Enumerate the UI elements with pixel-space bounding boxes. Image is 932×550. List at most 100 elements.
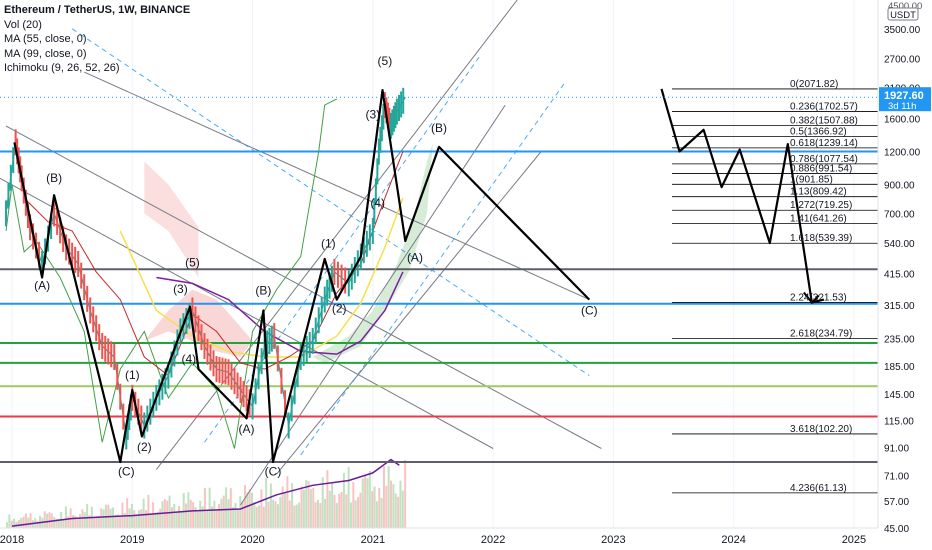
volume-bar <box>55 518 58 528</box>
volume-bar <box>331 482 334 528</box>
wave-label: (4) <box>370 196 385 210</box>
volume-bar <box>246 492 249 528</box>
volume-bar <box>305 479 308 528</box>
volume-bar <box>76 517 79 528</box>
volume-bar <box>276 504 279 528</box>
price-tick-label: 1200.00 <box>884 148 921 159</box>
price-tick-label: 71.00 <box>884 472 909 483</box>
volume-bar <box>284 493 287 528</box>
volume-bar <box>314 502 317 528</box>
volume-bar <box>93 517 96 528</box>
volume-bar <box>319 503 322 528</box>
volume-bar <box>269 483 272 528</box>
volume-bar <box>302 489 305 528</box>
price-tick-label: 315.00 <box>884 301 915 312</box>
volume-bar <box>213 500 216 528</box>
trend-line <box>5 125 602 449</box>
volume-bar <box>126 498 129 528</box>
volume-bar <box>46 513 49 528</box>
volume-bar <box>236 509 239 528</box>
volume-bar <box>83 512 86 528</box>
fib-level-label: 1.618(539.39) <box>790 233 852 244</box>
fib-level-label: 0.382(1507.88) <box>790 115 858 126</box>
volume-bar <box>79 514 82 528</box>
wave-label: (B) <box>431 121 447 135</box>
volume-bar <box>187 492 190 528</box>
fib-level-label: 0(2071.82) <box>790 79 838 90</box>
volume-bar <box>382 466 385 528</box>
volume-bar <box>324 498 327 528</box>
price-tick-label: 45.00 <box>884 524 909 535</box>
legend-line-ichimoku: Ichimoku (9, 26, 52, 26) <box>4 62 120 74</box>
volume-bar <box>347 466 350 528</box>
volume-bar <box>345 494 348 528</box>
time-tick-label: 2022 <box>481 534 505 546</box>
volume-bar <box>147 494 150 528</box>
volume-bar <box>390 480 393 528</box>
volume-bar <box>361 478 364 528</box>
wave-label: (C) <box>118 465 135 479</box>
volume-bar <box>295 504 298 528</box>
volume-bar <box>100 508 103 528</box>
volume-bar <box>307 480 310 528</box>
volume-bar <box>86 503 89 528</box>
wave-label: (2) <box>332 301 347 315</box>
volume-bar <box>251 492 254 528</box>
volume-bar <box>340 491 343 528</box>
volume-bar <box>352 481 355 528</box>
volume-bar <box>156 511 159 528</box>
volume-bar <box>201 506 204 528</box>
volume-bar <box>206 510 209 528</box>
volume-bar <box>248 489 251 528</box>
legend-line-ma99: MA (99, close, 0) <box>4 47 87 60</box>
volume-bar <box>62 518 65 528</box>
volume-bar <box>258 505 261 528</box>
price-tick-label: 91.00 <box>884 443 909 454</box>
volume-bar <box>13 518 16 528</box>
volume-bar <box>328 490 331 528</box>
volume-bar <box>394 493 397 528</box>
wave-label: (A) <box>34 279 50 293</box>
trend-line <box>83 71 590 301</box>
volume-bar <box>373 486 376 528</box>
volume-bar <box>293 505 296 528</box>
volume-bar <box>199 500 202 528</box>
volume-bar <box>357 497 360 528</box>
volume-bar <box>298 502 301 528</box>
volume-bar <box>116 514 119 528</box>
price-tick-label: 3500.00 <box>884 25 921 36</box>
volume-bar <box>8 514 11 528</box>
wave-label: (1) <box>125 368 140 382</box>
volume-bar <box>6 522 9 528</box>
volume-bar <box>218 503 221 528</box>
volume-bar <box>215 509 218 528</box>
volume-bar <box>397 496 400 528</box>
volume-bar <box>27 517 30 528</box>
price-tick-label: 115.00 <box>884 416 914 427</box>
volume-bar <box>177 505 180 528</box>
dashed-channel-line <box>71 28 590 377</box>
legend-line-ma55: MA (55, close, 0) <box>4 33 87 45</box>
volume-bar <box>279 496 282 528</box>
volume-bar <box>154 512 157 528</box>
volume-bar <box>232 507 235 528</box>
volume-bar <box>265 477 268 528</box>
volume-bar <box>180 510 183 528</box>
plot-area <box>0 0 878 528</box>
dashed-channel-line <box>204 54 482 443</box>
volume-bar <box>192 502 195 528</box>
volume-bar <box>253 501 256 528</box>
volume-bar <box>203 487 206 528</box>
volume-ma-line <box>11 458 400 527</box>
fib-level-label: 1.272(719.25) <box>790 200 852 211</box>
volume-bar <box>43 511 46 528</box>
price-tick-label: 540.00 <box>884 239 915 250</box>
time-tick-label: 2023 <box>601 534 625 546</box>
wave-label: (A) <box>239 422 255 436</box>
volume-bar <box>255 506 258 528</box>
volume-bar <box>133 510 136 528</box>
volume-bar <box>326 470 329 528</box>
time-tick-label: 2019 <box>120 534 144 546</box>
volume-bar <box>159 508 162 528</box>
